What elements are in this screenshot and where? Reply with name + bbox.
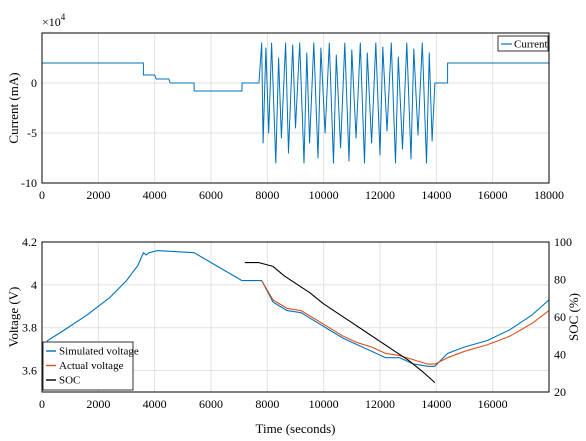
legend-entry: SOC: [59, 375, 80, 387]
plot-area: [42, 33, 549, 183]
x-tick-label: 4000: [143, 397, 167, 411]
y-tick-label: -10: [21, 176, 37, 190]
legend-box: [42, 341, 134, 391]
y-right-tick-label: 60: [554, 310, 566, 324]
x-tick-label: 8000: [255, 397, 279, 411]
soc-series-line: [244, 262, 436, 384]
x-tick-label: 6000: [199, 188, 223, 202]
x-tick-label: 16000: [478, 188, 508, 202]
x-axis-label: Time (seconds): [255, 421, 335, 436]
x-tick-label: 14000: [421, 188, 451, 202]
x-tick-label: 12000: [365, 188, 395, 202]
y-right-tick-label: 100: [554, 235, 572, 249]
y-tick-label: 4.2: [22, 235, 37, 249]
legend-entry: Simulated voltage: [59, 346, 139, 358]
y-right-tick-label: 40: [554, 348, 566, 362]
x-tick-label: 16000: [478, 397, 508, 411]
actual-voltage-series-line: [261, 280, 550, 365]
x-tick-label: 18000: [534, 188, 564, 202]
x-tick-label: 0: [39, 188, 45, 202]
axes-box: [41, 241, 550, 393]
x-tick-label: 14000: [421, 397, 451, 411]
y-exponent-power: 4: [61, 12, 66, 22]
current-subplot: 0 2000 4000 6000 8000 10000 12000 14000 16000 180…: [6, 12, 564, 202]
x-tick-label: 8000: [255, 188, 279, 202]
y-axis-label: Voltage (V): [6, 287, 21, 348]
legend-entry: Actual voltage: [59, 360, 124, 372]
current-series-line: [42, 42, 549, 164]
y-tick-label: 4: [31, 278, 37, 292]
legend-entry: Current: [514, 39, 548, 51]
y-exponent-label: ×104: [42, 12, 66, 29]
y-right-tick-label: 20: [554, 385, 566, 399]
simulated-voltage-series-line: [41, 250, 550, 367]
x-tick-label: 4000: [143, 188, 167, 202]
y-tick-label: 0: [31, 76, 37, 90]
x-tick-label: 10000: [309, 397, 339, 411]
x-tick-label: 6000: [199, 397, 223, 411]
x-tick-label: 12000: [365, 397, 395, 411]
y-axis-label: Current (mA): [6, 72, 21, 143]
x-tick-label: 0: [39, 397, 45, 411]
y-tick-label: 3.6: [22, 364, 37, 378]
legend-box: [497, 35, 549, 52]
x-tick-label: 10000: [309, 188, 339, 202]
axes-box: [41, 32, 550, 184]
y-right-tick-label: 80: [554, 273, 566, 287]
x-tick-label: 2000: [86, 397, 110, 411]
x-tick-label: 2000: [86, 188, 110, 202]
y-tick-label: 3.8: [22, 321, 37, 335]
y-right-axis-label: SOC (%): [566, 293, 581, 341]
voltage-soc-subplot: 0 2000 4000 6000 8000 10000 12000 14000 16000 3.6…: [6, 235, 581, 436]
y-tick-label: -5: [27, 126, 37, 140]
